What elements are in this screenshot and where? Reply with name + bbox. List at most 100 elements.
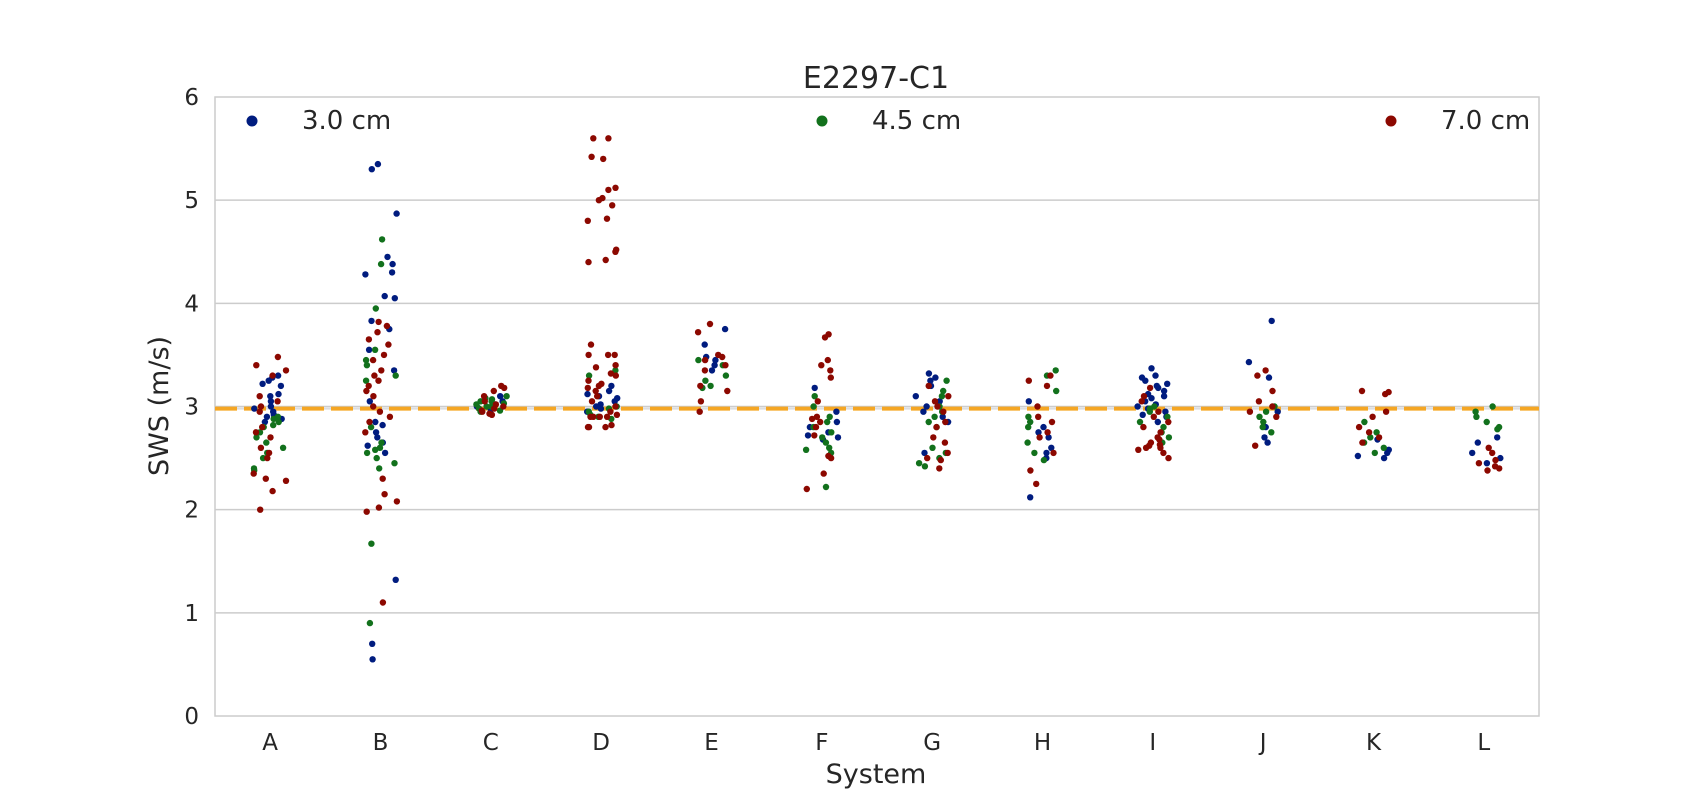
data-point [1496,465,1503,472]
data-point [695,356,702,364]
data-point [1484,467,1491,474]
data-point [1033,480,1040,488]
data-point [592,387,599,395]
data-point [1047,372,1054,379]
data-point [943,377,950,384]
data-point [818,362,825,369]
data-point [1025,413,1032,420]
data-point [264,454,271,462]
data-point [1165,418,1172,426]
data-point [605,135,612,142]
data-point [929,444,936,451]
data-point [1365,429,1373,436]
data-point [267,393,274,400]
data-point [274,398,281,405]
data-point [930,434,937,441]
data-point [368,540,375,547]
data-point [595,197,603,204]
data-point [821,334,829,341]
data-point [378,367,385,374]
data-point [587,413,594,420]
y-tick-label: 0 [184,704,199,730]
data-point [257,506,264,513]
data-point [391,295,398,302]
data-point [374,160,382,168]
data-point [1140,393,1148,400]
data-point [1252,442,1259,449]
data-point [603,215,611,222]
data-point [1053,387,1060,395]
data-point [1148,365,1155,372]
data-point [1050,449,1057,457]
data-point [1160,449,1167,457]
legend-label: 4.5 cm [872,106,961,136]
data-point [588,398,596,405]
data-point [362,356,370,364]
data-point [368,166,375,173]
data-point [375,504,383,511]
data-point [1160,423,1167,431]
data-point [379,421,386,429]
data-point [269,487,276,495]
data-point [259,423,266,431]
data-point [597,405,605,412]
data-point [1367,434,1374,441]
data-point [708,367,716,374]
data-point [378,236,386,243]
data-point [701,356,709,364]
x-tick-label: L [1477,730,1490,756]
data-point [931,413,938,420]
data-point [602,423,609,431]
data-point [374,434,381,441]
data-point [363,387,370,395]
data-point [696,408,703,415]
x-tick-label: G [923,730,941,756]
data-point [940,408,947,415]
data-point [1494,434,1501,441]
data-point [822,483,830,491]
data-point [1156,436,1163,443]
data-point [612,248,619,255]
data-point [1160,387,1168,395]
data-point [608,421,615,429]
x-tick-label: F [815,730,828,756]
x-axis-label: System [826,759,927,790]
data-point [1371,449,1379,457]
data-point [378,439,385,446]
data-point [372,429,380,436]
data-point [722,372,730,379]
data-point [706,320,714,328]
data-point [942,418,949,426]
data-point [1027,467,1034,474]
data-point [1382,408,1390,415]
data-point [603,413,611,420]
data-point [721,325,729,333]
data-point [369,640,376,647]
data-point [1048,444,1055,451]
data-point [607,408,614,415]
data-point [372,446,379,453]
data-point [824,418,831,426]
data-point [367,423,375,431]
data-point [491,405,498,412]
data-point [275,390,282,398]
data-point [1259,423,1266,431]
data-point [277,382,285,390]
data-point [376,465,383,472]
x-tick-label: B [373,730,389,756]
data-point [1359,439,1366,446]
data-point [927,377,934,384]
data-point [380,351,388,359]
data-point [1494,426,1501,433]
data-point [925,370,933,377]
legend-marker [816,115,828,127]
data-point [1142,444,1150,451]
data-point [824,356,831,364]
data-point [371,372,378,379]
data-point [1262,367,1269,374]
data-point [608,382,615,390]
data-point [931,398,939,405]
data-point [712,356,719,364]
data-point [365,346,373,353]
data-point [822,439,830,446]
